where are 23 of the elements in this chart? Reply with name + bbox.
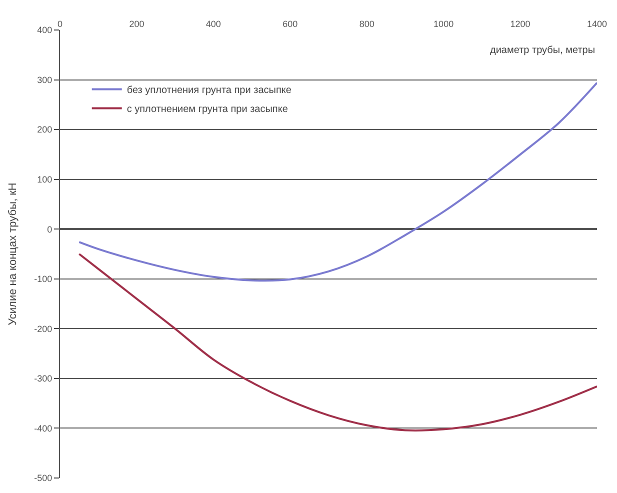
x-axis-title: диаметр трубы, метры — [490, 45, 596, 56]
y-tick-label: -200 — [34, 324, 52, 334]
y-tick-label: 300 — [37, 74, 52, 85]
line-series — [78, 253, 597, 432]
line-series — [78, 82, 597, 282]
legend-label: с уплотнением грунта при засыпке — [126, 104, 288, 116]
y-tick-label: -300 — [34, 374, 52, 384]
y-tick-label: -500 — [34, 473, 52, 484]
y-tick-label: 0 — [47, 224, 52, 234]
x-tick-label: 400 — [206, 19, 221, 30]
x-tick-label: 1200 — [510, 19, 530, 30]
x-tick-label: 0 — [57, 19, 63, 30]
y-tick-label: 200 — [37, 124, 52, 135]
x-tick-label: 800 — [359, 19, 374, 30]
x-tick-label: 1000 — [434, 19, 454, 30]
y-axis-title: Усилие на концах трубы, кН — [6, 182, 19, 326]
y-tick-label: -100 — [34, 274, 52, 284]
legend-label: без уплотнения грунта при засыпке — [126, 85, 292, 96]
y-tick-label: -400 — [34, 423, 52, 434]
x-tick-label: 1400 — [586, 19, 608, 30]
x-tick-label: 200 — [129, 19, 144, 30]
x-tick-label: 600 — [282, 19, 298, 30]
y-tick-label: 100 — [37, 174, 52, 184]
